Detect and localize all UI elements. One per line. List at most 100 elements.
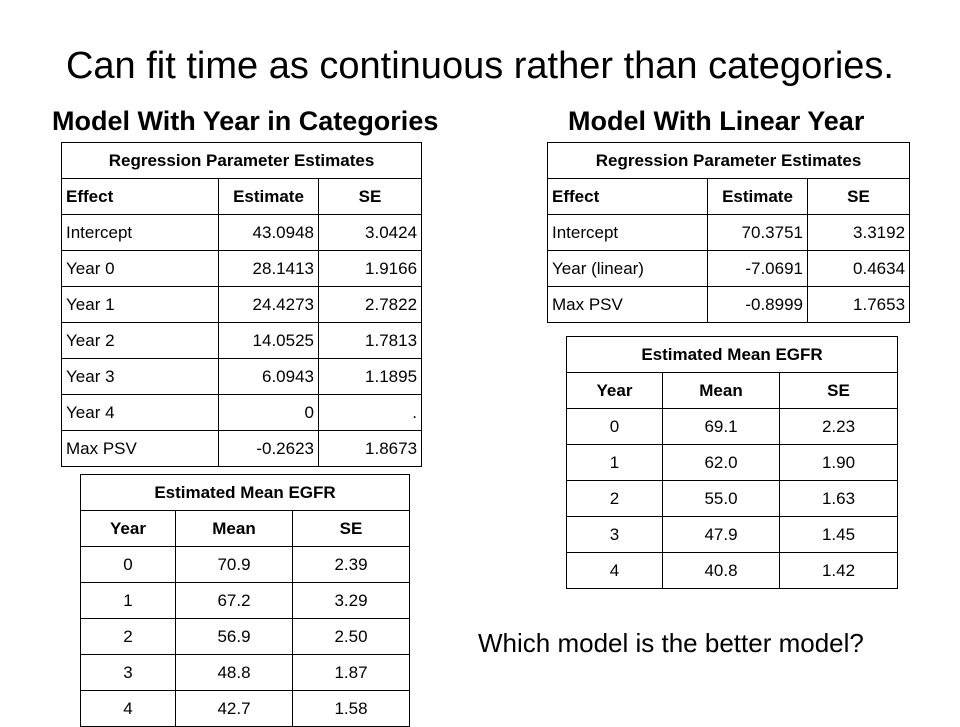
cell-se: 1.63 (778, 480, 899, 517)
cell-effect: Max PSV (61, 430, 219, 467)
cell-se: 2.50 (291, 618, 411, 655)
cell-se: 1.58 (291, 690, 411, 727)
table-row: 2 55.0 1.63 (566, 480, 899, 517)
right-parameter-estimates-table: Regression Parameter Estimates Effect Es… (546, 142, 911, 323)
cell-se: 2.23 (778, 408, 899, 445)
table-row: 3 47.9 1.45 (566, 516, 899, 553)
cell-mean: 67.2 (175, 582, 293, 619)
cell-se: 1.42 (778, 552, 899, 589)
cell-effect: Year 4 (61, 394, 219, 431)
column-header: Effect (547, 178, 708, 215)
closing-question: Which model is the better model? (478, 628, 864, 658)
column-header: Year (566, 372, 663, 409)
cell-effect: Year 3 (61, 358, 219, 395)
table-row: Year 1 24.4273 2.7822 (61, 286, 423, 323)
cell-mean: 62.0 (662, 444, 780, 481)
table-row: 4 42.7 1.58 (80, 690, 411, 727)
cell-se: 1.1895 (317, 358, 423, 395)
cell-se: 1.7813 (317, 322, 423, 359)
column-header: Estimate (218, 178, 319, 215)
cell-se: 1.45 (778, 516, 899, 553)
cell-se: . (317, 394, 423, 431)
cell-estimate: -0.2623 (218, 430, 319, 467)
cell-mean: 47.9 (662, 516, 780, 553)
cell-year: 4 (80, 690, 176, 727)
cell-year: 0 (80, 546, 176, 583)
cell-se: 2.39 (291, 546, 411, 583)
table-row: Intercept 43.0948 3.0424 (61, 214, 423, 251)
cell-se: 3.3192 (806, 214, 911, 251)
column-header: Mean (175, 510, 293, 547)
table-row: 1 67.2 3.29 (80, 582, 411, 619)
cell-year: 1 (80, 582, 176, 619)
cell-effect: Year 2 (61, 322, 219, 359)
table-row: 3 48.8 1.87 (80, 654, 411, 691)
cell-mean: 69.1 (662, 408, 780, 445)
cell-se: 2.7822 (317, 286, 423, 323)
cell-year: 1 (566, 444, 663, 481)
table-row: 0 70.9 2.39 (80, 546, 411, 583)
table-row: Max PSV -0.8999 1.7653 (547, 286, 911, 323)
cell-year: 0 (566, 408, 663, 445)
right-estimated-mean-table: Estimated Mean EGFR Year Mean SE 0 69.1 2.… (565, 336, 899, 589)
cell-year: 2 (80, 618, 176, 655)
cell-estimate: 43.0948 (218, 214, 319, 251)
left-model-heading: Model With Year in Categories (52, 106, 439, 136)
cell-mean: 40.8 (662, 552, 780, 589)
cell-mean: 55.0 (662, 480, 780, 517)
table-row: 0 69.1 2.23 (566, 408, 899, 445)
table-row: Year 0 28.1413 1.9166 (61, 250, 423, 287)
cell-se: 1.7653 (806, 286, 911, 323)
cell-estimate: 6.0943 (218, 358, 319, 395)
cell-year: 3 (80, 654, 176, 691)
column-header: Year (80, 510, 176, 547)
cell-effect: Year 0 (61, 250, 219, 287)
cell-se: 3.0424 (317, 214, 423, 251)
cell-year: 4 (566, 552, 663, 589)
table-row: Year 2 14.0525 1.7813 (61, 322, 423, 359)
cell-se: 1.90 (778, 444, 899, 481)
cell-year: 2 (566, 480, 663, 517)
table-row: 1 62.0 1.90 (566, 444, 899, 481)
cell-se: 1.87 (291, 654, 411, 691)
cell-estimate: 14.0525 (218, 322, 319, 359)
cell-estimate: 0 (218, 394, 319, 431)
column-header: SE (778, 372, 899, 409)
table-row: 4 40.8 1.42 (566, 552, 899, 589)
cell-effect: Max PSV (547, 286, 708, 323)
column-header: Mean (662, 372, 780, 409)
cell-se: 0.4634 (806, 250, 911, 287)
cell-estimate: 24.4273 (218, 286, 319, 323)
column-header: Estimate (707, 178, 808, 215)
table-row: Year (linear) -7.0691 0.4634 (547, 250, 911, 287)
column-header: Effect (61, 178, 219, 215)
cell-estimate: -7.0691 (707, 250, 808, 287)
cell-mean: 48.8 (175, 654, 293, 691)
cell-se: 1.8673 (317, 430, 423, 467)
cell-mean: 42.7 (175, 690, 293, 727)
cell-effect: Year (linear) (547, 250, 708, 287)
cell-effect: Intercept (61, 214, 219, 251)
table-row: Max PSV -0.2623 1.8673 (61, 430, 423, 467)
cell-estimate: -0.8999 (707, 286, 808, 323)
table-caption: Regression Parameter Estimates (546, 142, 911, 179)
right-model-heading: Model With Linear Year (568, 106, 865, 136)
slide-title: Can fit time as continuous rather than c… (65, 45, 894, 87)
cell-estimate: 70.3751 (707, 214, 808, 251)
cell-effect: Year 1 (61, 286, 219, 323)
cell-mean: 70.9 (175, 546, 293, 583)
cell-year: 3 (566, 516, 663, 553)
cell-estimate: 28.1413 (218, 250, 319, 287)
cell-effect: Intercept (547, 214, 708, 251)
left-parameter-estimates-table: Regression Parameter Estimates Effect Es… (60, 142, 423, 467)
table-caption: Regression Parameter Estimates (60, 142, 423, 179)
column-header: SE (806, 178, 911, 215)
column-header: SE (291, 510, 411, 547)
cell-se: 3.29 (291, 582, 411, 619)
table-caption: Estimated Mean EGFR (79, 474, 411, 511)
table-row: Year 3 6.0943 1.1895 (61, 358, 423, 395)
table-row: Intercept 70.3751 3.3192 (547, 214, 911, 251)
table-caption: Estimated Mean EGFR (565, 336, 899, 373)
table-row: 2 56.9 2.50 (80, 618, 411, 655)
